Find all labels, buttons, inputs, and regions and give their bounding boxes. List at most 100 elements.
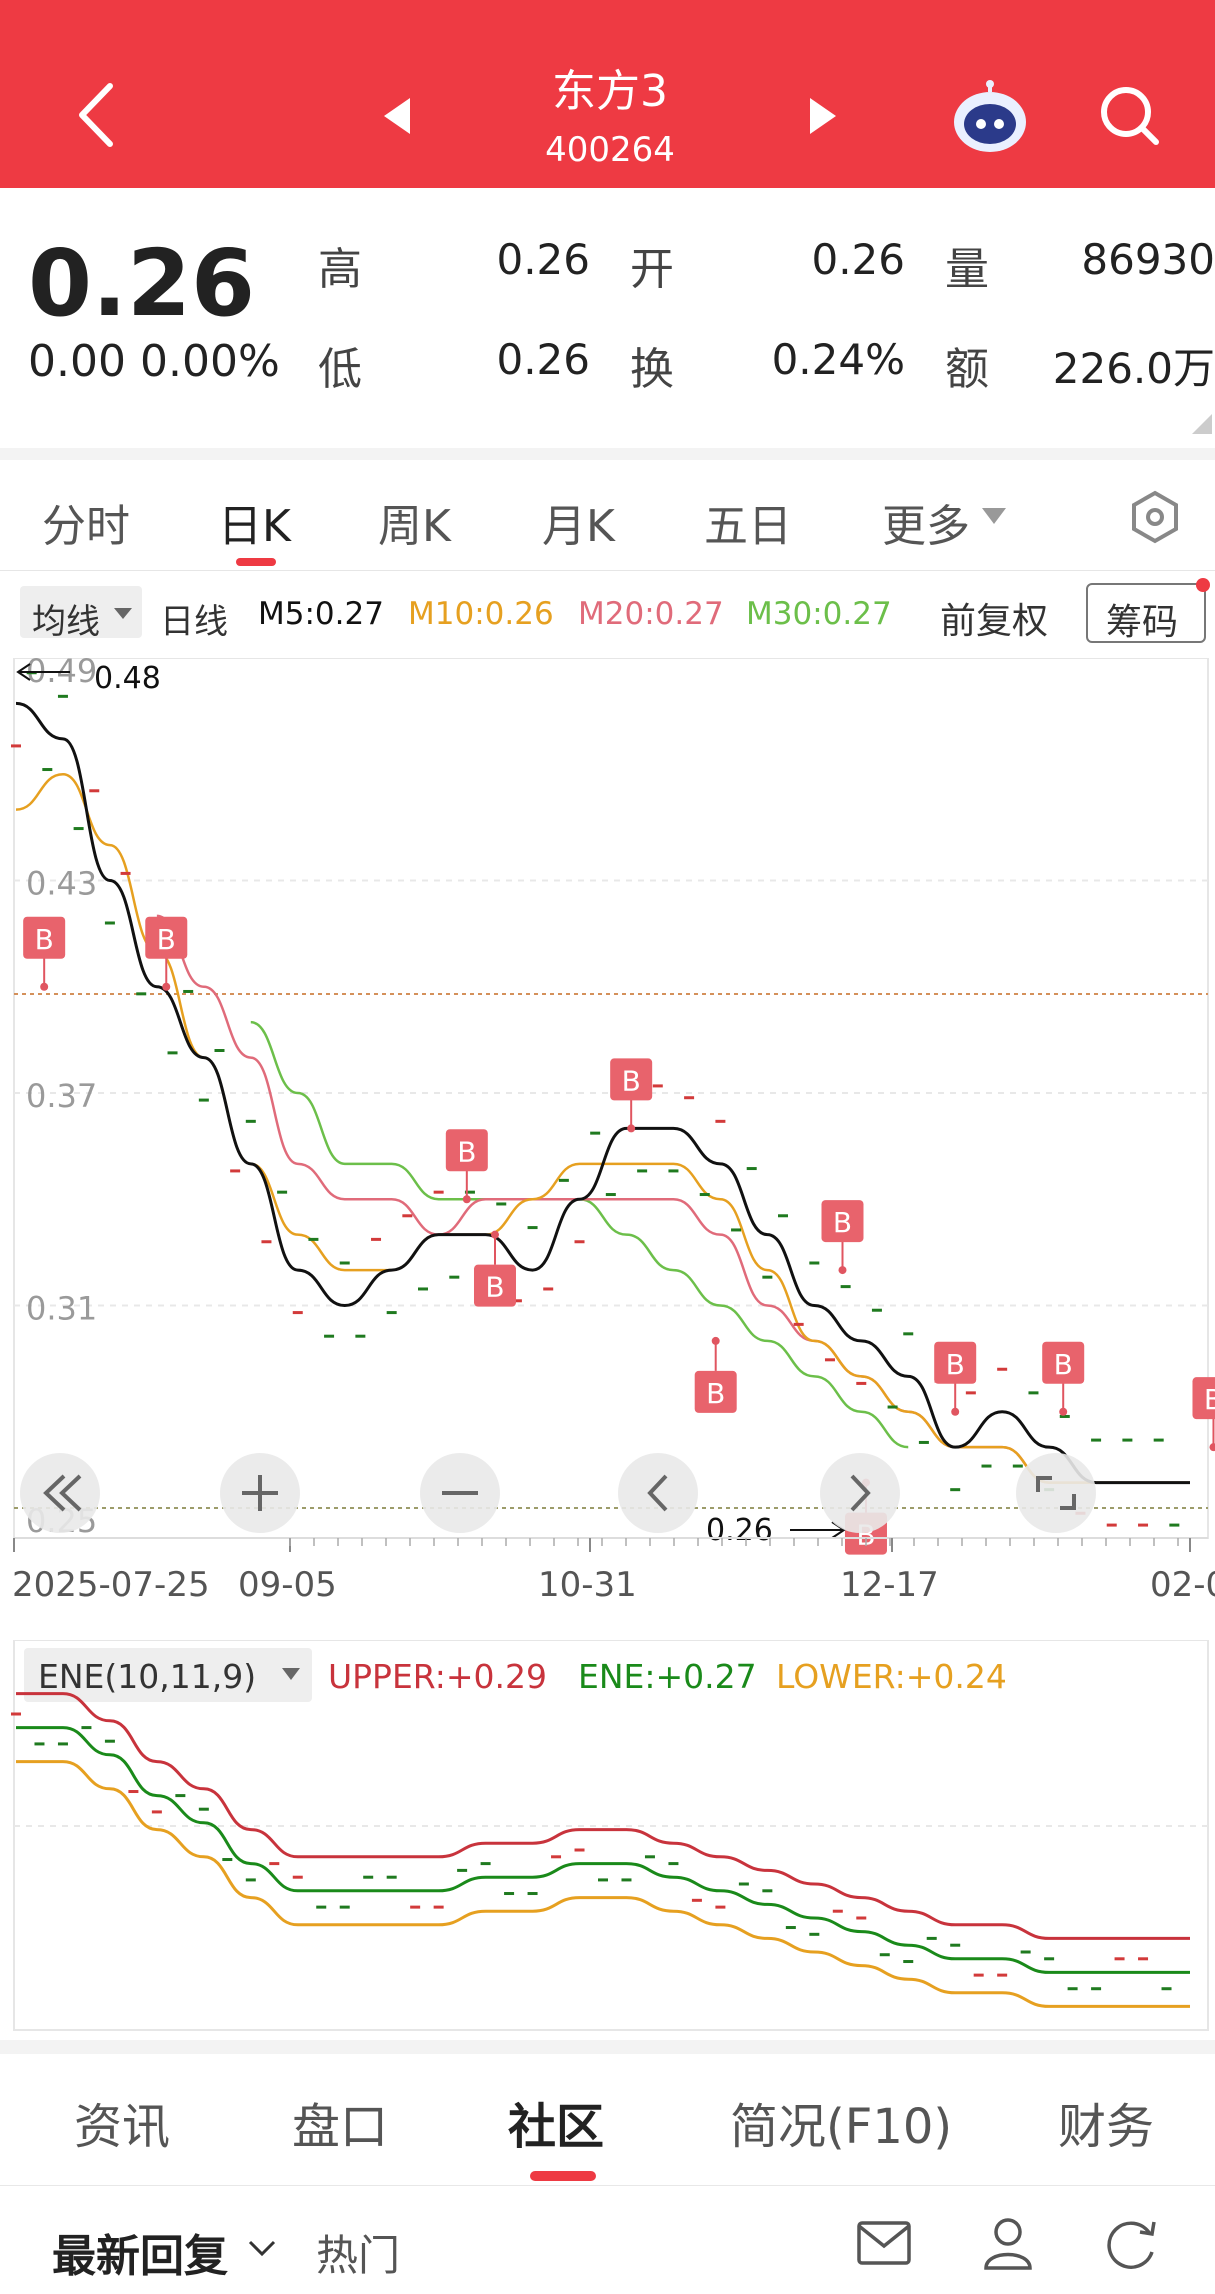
buy-marker-label: B bbox=[622, 1064, 641, 1097]
prev-button[interactable] bbox=[618, 1453, 698, 1533]
adjust-label[interactable]: 前复权 bbox=[940, 601, 1049, 642]
buy-marker-label: B bbox=[833, 1206, 852, 1239]
zoom-out-button[interactable] bbox=[420, 1453, 500, 1533]
chevron-down-icon bbox=[282, 1668, 300, 1680]
buy-marker[interactable]: B bbox=[934, 1341, 977, 1416]
ene-upper-line bbox=[15, 1692, 1190, 1940]
divider bbox=[0, 2040, 1215, 2054]
zoom-in-button[interactable] bbox=[220, 1453, 300, 1533]
ene-lower-line bbox=[16, 1760, 1190, 2008]
open-value: 0.26 bbox=[811, 235, 905, 284]
chevron-down-icon[interactable] bbox=[248, 2240, 276, 2258]
ene-mid-label: ENE:+0.27 bbox=[578, 1657, 757, 1696]
fullscreen-button[interactable] bbox=[1016, 1453, 1096, 1533]
y-tick-label: 0.49 bbox=[26, 658, 97, 690]
tab-intraday[interactable]: 分时 bbox=[42, 501, 130, 552]
tab-five-day[interactable]: 五日 bbox=[704, 501, 792, 552]
buy-marker[interactable]: B bbox=[610, 1058, 653, 1133]
m5-label: M5:0.27 bbox=[258, 596, 384, 632]
series-line-m10 bbox=[15, 772, 1190, 1484]
tab-weekly-k[interactable]: 周K bbox=[378, 501, 451, 552]
buy-marker-label: B bbox=[946, 1348, 965, 1381]
buy-marker[interactable]: B bbox=[694, 1336, 737, 1413]
price-change-pct: 0.00% bbox=[140, 336, 280, 387]
m20-label: M20:0.27 bbox=[578, 596, 724, 632]
chart-controls bbox=[20, 1453, 1096, 1533]
ene-frame bbox=[13, 1640, 1209, 2031]
section-tabs: 资讯 盘口 社区 简况(F10) 财务 bbox=[0, 2055, 1215, 2186]
tab-monthly-k[interactable]: 月K bbox=[542, 501, 615, 552]
last-price: 0.26 bbox=[28, 230, 255, 337]
tab-community[interactable]: 社区 bbox=[508, 2099, 605, 2155]
period-tabs: 分时 日K 周K 月K 五日 更多 bbox=[0, 460, 1215, 571]
y-tick-label: 0.37 bbox=[26, 1077, 97, 1115]
reply-filter-bar: 最新回复 热门 bbox=[0, 2190, 1215, 2294]
buy-marker-label: B bbox=[457, 1135, 476, 1168]
buy-marker[interactable]: B bbox=[821, 1200, 864, 1275]
mail-icon[interactable] bbox=[856, 2220, 912, 2266]
buy-marker[interactable]: B bbox=[145, 916, 188, 991]
active-tab-indicator bbox=[236, 558, 276, 566]
low-label: 低 bbox=[318, 344, 362, 395]
low-value: 0.26 bbox=[496, 335, 590, 384]
volume-value: 86930 bbox=[1081, 235, 1215, 284]
rewind-button[interactable] bbox=[20, 1453, 100, 1533]
hot-tab[interactable]: 热门 bbox=[316, 2231, 401, 2280]
high-label: 高 bbox=[318, 244, 362, 295]
robot-assistant-icon[interactable] bbox=[950, 80, 1030, 155]
buy-marker[interactable]: B bbox=[473, 1230, 516, 1307]
notification-dot bbox=[1196, 578, 1210, 592]
ene-upper-label: UPPER:+0.29 bbox=[328, 1657, 547, 1696]
indicator-select[interactable]: 均线 bbox=[20, 586, 142, 642]
quote-panel: 0.26 0.00 0.00% 高 0.26 低 0.26 开 0.26 换 0… bbox=[0, 188, 1215, 450]
tab-more[interactable]: 更多 bbox=[882, 501, 970, 552]
turnover-label: 换 bbox=[630, 344, 674, 395]
buy-marker-label: B bbox=[35, 923, 54, 956]
chips-button-label: 筹码 bbox=[1106, 602, 1179, 643]
divider bbox=[0, 448, 1215, 460]
x-axis: 2025-07-25 09-05 10-31 12-17 02-04 bbox=[12, 1537, 1215, 1605]
max-value: 0.48 bbox=[94, 661, 161, 696]
series-line-m5 bbox=[15, 701, 1190, 1485]
buy-marker[interactable]: B bbox=[1042, 1341, 1085, 1416]
chips-button[interactable]: 筹码 bbox=[1086, 583, 1206, 643]
tab-news[interactable]: 资讯 bbox=[74, 2099, 171, 2155]
buy-marker[interactable]: B bbox=[1192, 1377, 1215, 1452]
price-change: 0.00 bbox=[28, 336, 126, 387]
app-header: 东方3 400264 bbox=[0, 0, 1215, 188]
prev-stock-icon[interactable] bbox=[382, 96, 412, 136]
ene-chart[interactable]: ENE(10,11,9) UPPER:+0.29 ENE:+0.27 LOWER… bbox=[0, 1640, 1215, 2040]
next-stock-icon[interactable] bbox=[808, 96, 838, 136]
min-marker: 0.26 bbox=[706, 1513, 846, 1548]
tab-daily-k[interactable]: 日K bbox=[218, 501, 291, 552]
next-button[interactable] bbox=[820, 1453, 900, 1533]
active-tab-indicator bbox=[530, 2171, 596, 2181]
ene-selector[interactable]: ENE(10,11,9) bbox=[24, 1648, 312, 1702]
refresh-icon[interactable] bbox=[1104, 2216, 1160, 2270]
ma-legend: 均线 日线 M5:0.27 M10:0.26 M20:0.27 M30:0.27… bbox=[0, 578, 1215, 648]
back-icon[interactable] bbox=[72, 80, 122, 150]
buy-marker-label: B bbox=[1204, 1383, 1215, 1416]
x-tick-label: 12-17 bbox=[840, 1565, 939, 1605]
amount-value: 226.0万 bbox=[1052, 344, 1215, 393]
user-icon[interactable] bbox=[982, 2216, 1034, 2270]
turnover-value: 0.24% bbox=[771, 335, 905, 384]
ene-lines bbox=[15, 1692, 1190, 2008]
tab-f10[interactable]: 简况(F10) bbox=[730, 2099, 953, 2155]
buy-marker-label: B bbox=[706, 1377, 725, 1410]
tab-orderbook[interactable]: 盘口 bbox=[292, 2099, 389, 2155]
expand-corner-icon[interactable] bbox=[1192, 414, 1212, 434]
buy-marker[interactable]: B bbox=[23, 916, 66, 991]
tab-finance[interactable]: 财务 bbox=[1058, 2099, 1155, 2155]
open-label: 开 bbox=[630, 244, 674, 295]
buy-marker-label: B bbox=[157, 923, 176, 956]
hexagon-settings-icon[interactable] bbox=[1130, 490, 1180, 544]
indicator-select-label: 均线 bbox=[32, 602, 100, 642]
buy-marker[interactable]: B bbox=[445, 1129, 488, 1204]
latest-replies-tab[interactable]: 最新回复 bbox=[52, 2231, 228, 2282]
ene-mid-line bbox=[16, 1726, 1190, 1974]
ene-selector-label: ENE(10,11,9) bbox=[38, 1657, 256, 1696]
search-icon[interactable] bbox=[1098, 84, 1162, 148]
more-dropdown-icon bbox=[982, 508, 1006, 524]
